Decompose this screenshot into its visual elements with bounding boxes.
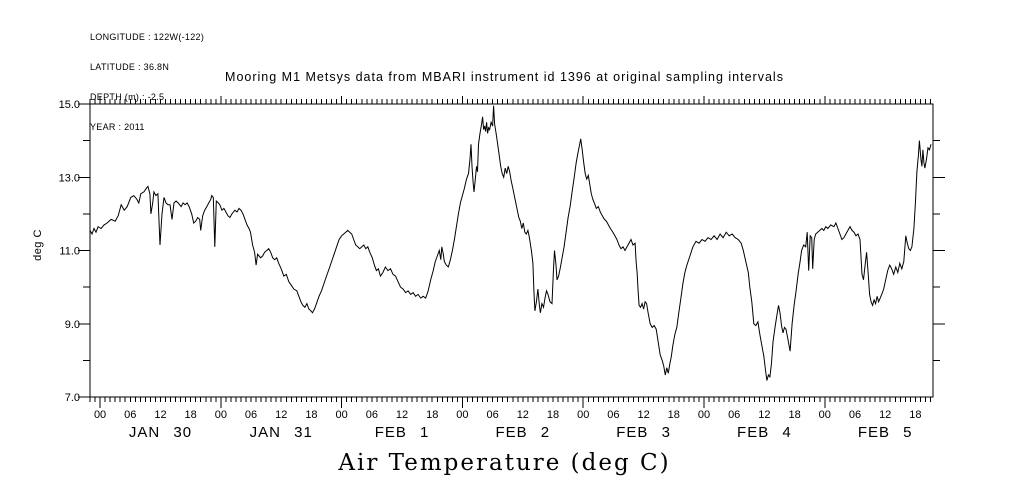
x-hour-label: 00 — [94, 409, 106, 421]
x-hour-label: 00 — [215, 409, 227, 421]
y-tick-label: 13.0 — [59, 172, 80, 184]
x-axis-ticks — [89, 96, 931, 408]
x-hour-label: 12 — [879, 409, 891, 421]
x-hour-label: 00 — [336, 409, 348, 421]
x-hour-label: 06 — [728, 409, 740, 421]
x-hour-label: 18 — [788, 409, 800, 421]
y-axis-labels: 15.0 13.0 11.0 9.0 7.0 — [59, 99, 80, 404]
x-hour-label: 12 — [758, 409, 770, 421]
x-day-label: JAN 31 — [250, 424, 313, 441]
y-axis-ticks — [78, 103, 945, 398]
metadata-year: YEAR : 2011 — [90, 122, 145, 132]
x-hour-label: 12 — [517, 409, 529, 421]
x-axis-labels: 00 06 12 18 JAN 30 00 06 12 18 JAN 31 00 06 12 18 FEB … — [94, 409, 922, 441]
metadata-latitude: LATITUDE : 36.8N — [90, 62, 170, 72]
x-hour-label: 18 — [426, 409, 438, 421]
y-tick-label: 9.0 — [65, 319, 80, 331]
metadata-block: LONGITUDE : 122W(-122) LATITUDE : 36.8N … — [90, 12, 204, 152]
x-hour-label: 18 — [305, 409, 317, 421]
x-hour-label: 00 — [577, 409, 589, 421]
metadata-longitude: LONGITUDE : 122W(-122) — [90, 32, 205, 42]
x-hour-label: 00 — [819, 409, 831, 421]
x-day-label: FEB 1 — [375, 424, 430, 441]
y-tick-label: 15.0 — [59, 99, 80, 111]
x-hour-label: 06 — [245, 409, 257, 421]
x-hour-label: 18 — [185, 409, 197, 421]
y-tick-label: 11.0 — [59, 246, 80, 258]
x-hour-label: 06 — [487, 409, 499, 421]
x-hour-label: 12 — [637, 409, 649, 421]
x-day-label: FEB 5 — [858, 424, 913, 441]
metadata-depth: DEPTH (m) : -2.5 — [90, 92, 165, 102]
x-hour-label: 12 — [396, 409, 408, 421]
x-day-label: FEB 3 — [616, 424, 671, 441]
x-hour-label: 12 — [154, 409, 166, 421]
air-temperature-line — [89, 105, 932, 381]
x-day-label: FEB 4 — [737, 424, 792, 441]
plot-frame — [89, 103, 934, 398]
x-day-label: FEB 2 — [495, 424, 550, 441]
x-hour-label: 06 — [607, 409, 619, 421]
x-hour-label: 06 — [366, 409, 378, 421]
x-hour-label: 12 — [275, 409, 287, 421]
x-hour-label: 00 — [456, 409, 468, 421]
y-tick-label: 7.0 — [65, 392, 80, 404]
x-hour-label: 00 — [698, 409, 710, 421]
x-day-label: JAN 30 — [129, 424, 192, 441]
chart-bottom-label: Air Temperature (deg C) — [338, 450, 671, 476]
x-hour-label: 18 — [668, 409, 680, 421]
x-hour-label: 18 — [909, 409, 921, 421]
chart-title: Mooring M1 Metsys data from MBARI instru… — [225, 70, 784, 84]
x-hour-label: 06 — [124, 409, 136, 421]
x-hour-label: 18 — [547, 409, 559, 421]
x-hour-label: 06 — [849, 409, 861, 421]
